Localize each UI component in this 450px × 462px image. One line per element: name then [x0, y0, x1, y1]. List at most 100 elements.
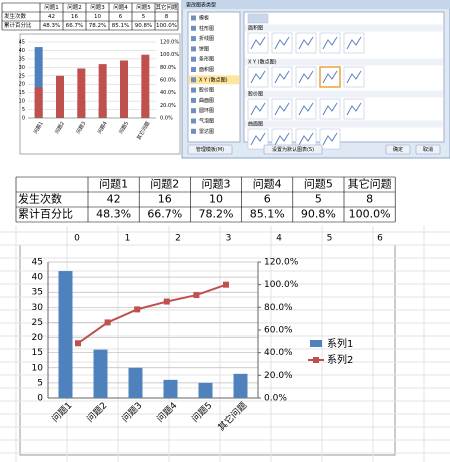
- table-header: 问题4: [253, 178, 282, 191]
- table-header: 问题2: [150, 178, 179, 191]
- bar: [58, 271, 73, 398]
- chart-thumb-icon: [250, 132, 266, 146]
- x2-tick-label: 6: [377, 234, 383, 244]
- type-item[interactable]: 模板: [199, 15, 209, 22]
- table-header: 问题5: [304, 178, 333, 191]
- type-item[interactable]: 气泡图: [199, 118, 214, 125]
- x2-tick-label: 5: [327, 234, 333, 244]
- section-header: [245, 120, 443, 128]
- chart-thumb-icon: [322, 36, 338, 50]
- line-marker: [75, 340, 81, 347]
- type-item[interactable]: 柱形图: [199, 25, 214, 32]
- mini-y-tick-label: 40: [19, 48, 25, 54]
- table-cell: 78.2%: [199, 208, 234, 221]
- type-icon: [191, 128, 196, 134]
- type-item[interactable]: 饼图: [199, 45, 209, 52]
- mini-bar: [77, 68, 86, 118]
- type-item[interactable]: 圆环图: [199, 108, 214, 114]
- chart-thumb-icon: [298, 70, 314, 84]
- table-cell: 90.8%: [301, 208, 336, 221]
- section-label: 面积图: [248, 25, 263, 32]
- mini-table-header: 问题5: [136, 3, 151, 11]
- mini-table-cell: 10: [94, 14, 101, 20]
- mini-table-cell: 48.3%: [43, 23, 60, 29]
- y-tick-label: 5: [37, 378, 43, 388]
- type-item[interactable]: 条形图: [199, 56, 214, 63]
- mini-bar: [34, 47, 43, 118]
- y-tick-label: 15: [32, 348, 43, 358]
- legend-label: 系列1: [327, 337, 353, 350]
- mini-chart-frame: [19, 33, 181, 155]
- type-item[interactable]: 股价图: [199, 88, 214, 94]
- type-item[interactable]: 面积图: [199, 66, 214, 73]
- section-header: [245, 58, 443, 66]
- dialog-button[interactable]: [187, 144, 233, 155]
- table-cell: 66.7%: [147, 208, 182, 221]
- mini-y-tick-label: 5: [22, 107, 25, 113]
- mini-bar: [98, 64, 107, 118]
- mini-table-header: 问题1: [44, 3, 59, 11]
- y2-tick-label: 0.0%: [264, 394, 287, 404]
- bar: [163, 379, 178, 398]
- line-marker: [104, 319, 111, 326]
- line-marker: [193, 292, 200, 299]
- dialog-button-label[interactable]: 确定: [393, 146, 403, 153]
- table-cell: 42: [107, 193, 121, 206]
- dialog-titlebar: [182, 0, 450, 9]
- mini-y2-tick-label: 0.0%: [160, 116, 173, 122]
- y2-tick-label: 100.0%: [264, 280, 299, 290]
- table-cell: 100.0%: [349, 208, 391, 221]
- type-icon: [191, 25, 196, 31]
- type-icon: [191, 56, 196, 62]
- table-cell: 5: [315, 193, 322, 206]
- dialog-button-label[interactable]: 设置为默认图表(S): [272, 146, 314, 153]
- mini-table-row-label: 发生次数: [4, 12, 27, 20]
- type-icon: [191, 67, 196, 72]
- dialog-title: 更改图表类型: [186, 2, 216, 9]
- type-icon: [191, 87, 196, 93]
- mini-table-header: 问题4: [113, 3, 128, 11]
- chart-thumb-icon: [274, 36, 290, 50]
- chart-thumb-icon: [322, 132, 338, 146]
- y-tick-label: 10: [32, 363, 44, 373]
- line-marker: [163, 298, 170, 305]
- y-tick-label: 40: [32, 273, 44, 283]
- dialog-button[interactable]: [385, 144, 411, 155]
- table-row-label: 发生次数: [18, 192, 62, 206]
- type-selected: [189, 75, 239, 85]
- type-item[interactable]: X Y (散点图): [199, 76, 228, 83]
- chart-thumb-icon: [298, 102, 314, 116]
- legend-label: 系列2: [327, 353, 353, 366]
- table-cell: 16: [158, 193, 172, 206]
- section-label: X Y (散点图): [248, 59, 277, 66]
- mini-table-cell: 6: [119, 14, 123, 20]
- mini-y-tick-label: 15: [19, 90, 25, 96]
- mini-table-cell: 90.8%: [135, 23, 152, 29]
- type-item[interactable]: 折线图: [199, 35, 214, 42]
- table-header: 其它问题: [348, 177, 392, 191]
- legend-swatch: [310, 340, 322, 347]
- x2-tick-label: 3: [226, 234, 232, 244]
- y2-tick-label: 120.0%: [264, 258, 299, 268]
- mini-table-row-label: 累计百分比: [4, 21, 32, 29]
- chart-thumb-icon: [346, 102, 362, 116]
- bar: [128, 367, 143, 398]
- mini-table-cell: 66.7%: [66, 23, 83, 29]
- type-item[interactable]: 曲面图: [199, 97, 214, 104]
- top-thumb: [247, 13, 269, 24]
- type-icon: [191, 46, 196, 52]
- y-tick-label: 30: [32, 303, 44, 313]
- dialog-button[interactable]: [263, 144, 323, 155]
- mini-y-tick-label: 30: [19, 65, 25, 71]
- dialog-button-label[interactable]: 取消: [423, 146, 433, 153]
- dialog-button[interactable]: [415, 144, 441, 155]
- mini-bar: [120, 60, 128, 118]
- y2-tick-label: 20.0%: [264, 371, 293, 381]
- dialog-button-label[interactable]: 管理模板(M): [196, 146, 224, 153]
- bar: [93, 349, 108, 398]
- type-icon: [191, 36, 196, 42]
- chart-thumb-icon: [346, 70, 362, 84]
- type-item[interactable]: 雷达图: [199, 128, 214, 135]
- y2-tick-label: 60.0%: [264, 326, 293, 336]
- section-label: 股价图: [248, 92, 263, 98]
